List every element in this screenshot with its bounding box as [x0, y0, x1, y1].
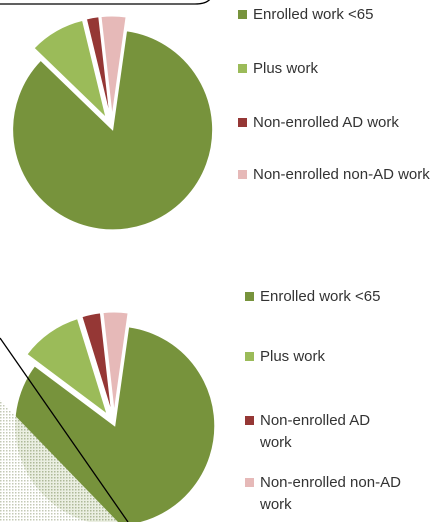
legend-swatch	[245, 292, 254, 301]
legend-label: Enrolled work <65	[253, 6, 374, 23]
legend-swatch	[238, 64, 247, 73]
legend-label: Enrolled work <65	[260, 288, 381, 305]
legend-swatch	[245, 416, 254, 425]
legend-item: Plus work	[238, 58, 443, 80]
hatched-overlay	[0, 400, 118, 522]
legend-item: Non-enrolled AD work	[238, 112, 443, 134]
legend-item: Enrolled work <65	[245, 286, 405, 308]
legend-swatch	[245, 352, 254, 361]
legend-item: Enrolled work <65	[238, 4, 443, 26]
legend-label: Plus work	[260, 348, 326, 365]
pie-slice	[26, 318, 109, 416]
pie-slice	[85, 16, 111, 117]
legend-swatch	[238, 10, 247, 19]
legend-label: Non-enrolled AD work	[253, 114, 399, 131]
legend-swatch	[238, 170, 247, 179]
pie-slice	[102, 311, 129, 413]
pie-slice	[100, 15, 127, 117]
legend-item: Non-enrolled non-AD work	[245, 472, 405, 516]
diagonal-line	[0, 337, 129, 522]
legend-item: Non-enrolled AD work	[245, 410, 405, 454]
legend-swatch	[245, 478, 254, 487]
legend-label: Non-enrolled AD work	[260, 412, 371, 451]
pie-slice	[81, 312, 113, 413]
legend-label: Non-enrolled non-AD work	[253, 166, 430, 183]
pie-slice	[33, 19, 107, 120]
legend-item: Plus work	[245, 346, 405, 368]
legend-item: Non-enrolled non-AD work	[238, 164, 443, 186]
pie-slice	[12, 30, 214, 231]
legend-label: Plus work	[253, 60, 319, 77]
legend-swatch	[238, 118, 247, 127]
legend-label: Non-enrolled non-AD work	[260, 474, 401, 513]
frame-line	[0, 0, 211, 5]
